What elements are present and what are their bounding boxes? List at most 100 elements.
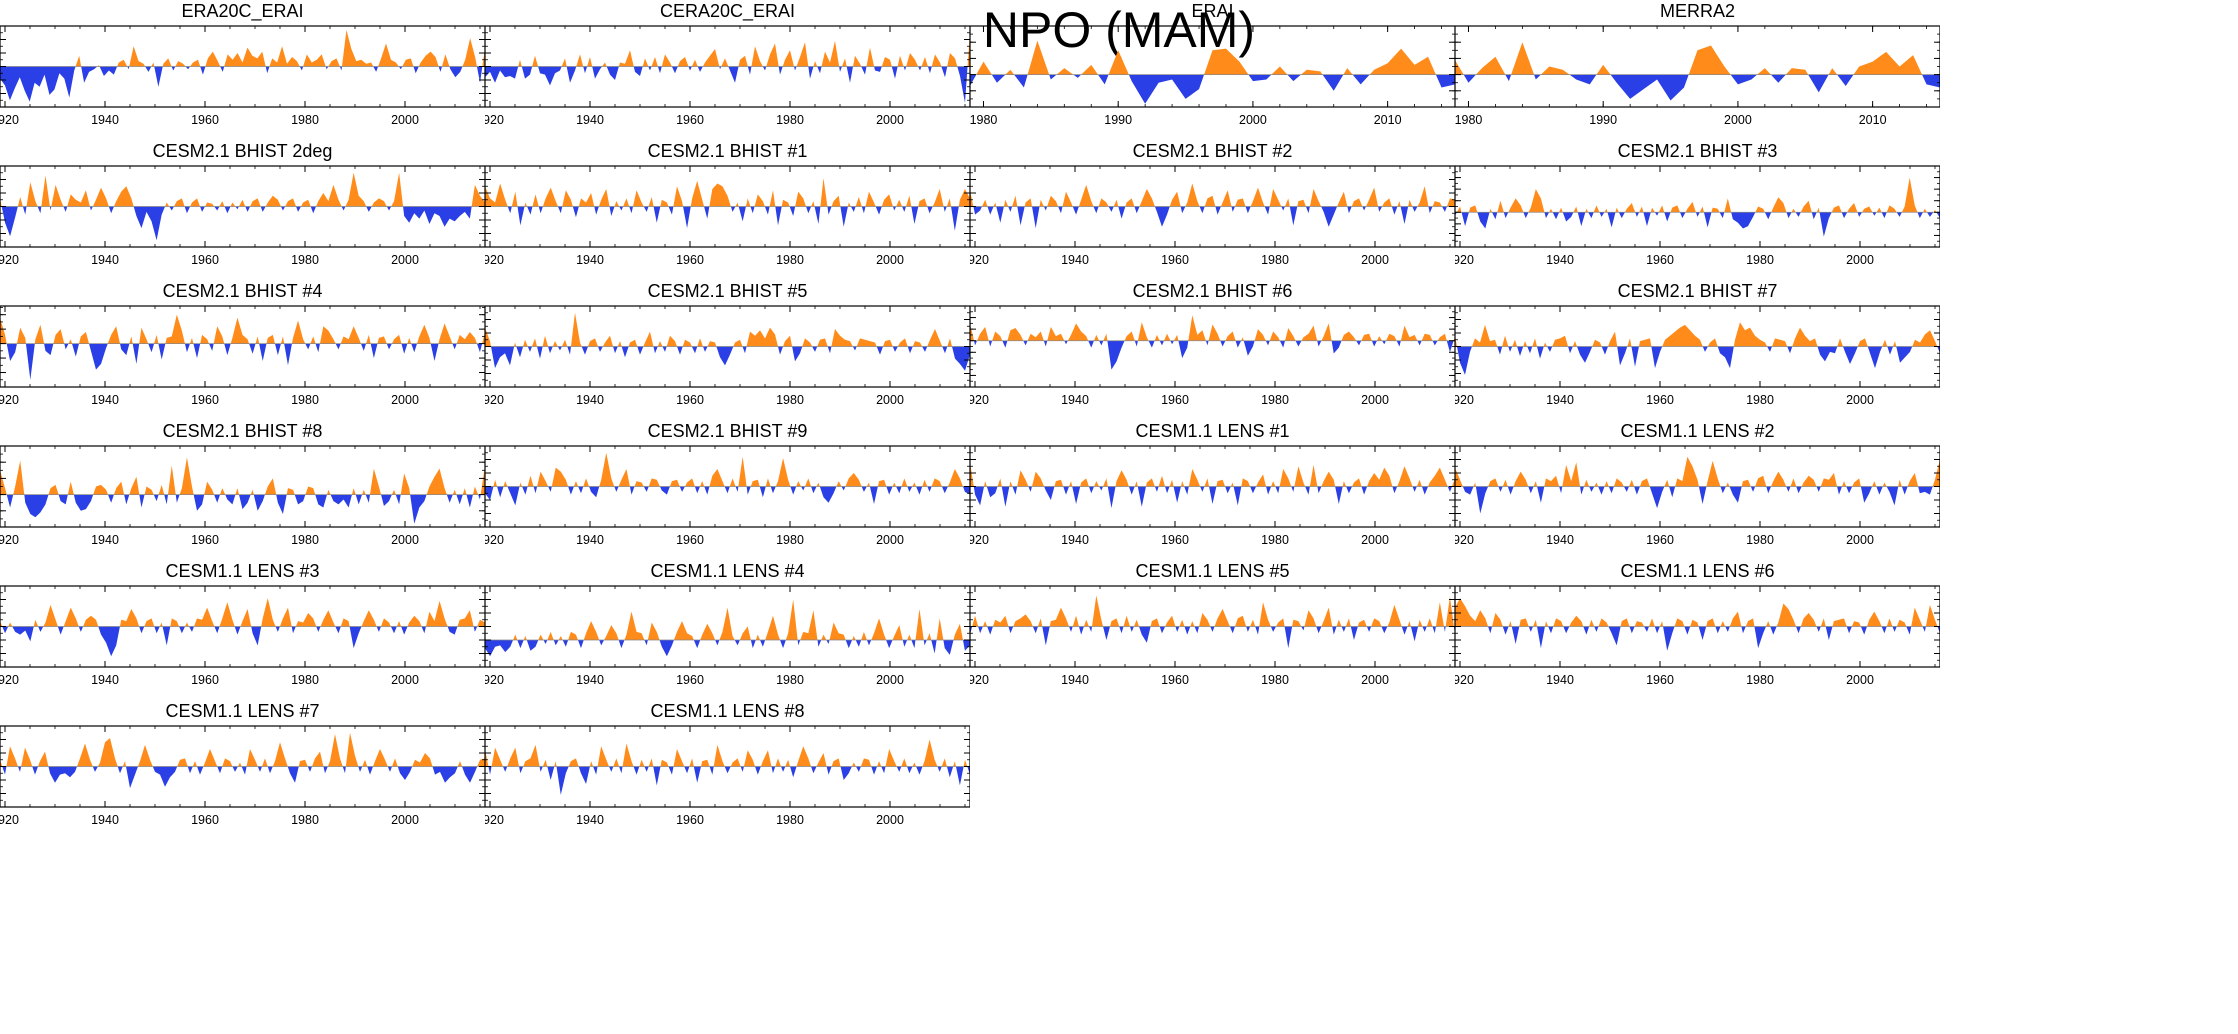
x-tick-label: 2000 (1846, 673, 1874, 687)
positive-area (1455, 322, 1940, 347)
x-tick-label: 1980 (1746, 533, 1774, 547)
positive-area (485, 739, 970, 767)
x-tick-label: 2010 (1374, 113, 1402, 127)
x-tick-label: 1980 (1746, 393, 1774, 407)
x-tick-label: 1960 (191, 673, 219, 687)
x-tick-label: 2000 (1846, 253, 1874, 267)
x-tick-label: 1960 (191, 533, 219, 547)
x-tick-label: 1960 (676, 253, 704, 267)
panel-chart: CESM2.1 BHIST #83.02.01.00.0-1.0-2.01920… (0, 421, 486, 547)
x-tick-label: 1980 (291, 673, 319, 687)
negative-area (1455, 346, 1940, 375)
panel-title: CESM1.1 LENS #6 (1620, 561, 1774, 581)
positive-area (976, 40, 1436, 75)
x-tick-label: 1980 (291, 813, 319, 827)
positive-area (970, 462, 1455, 487)
positive-area (1455, 456, 1940, 487)
x-tick-label: 2000 (391, 813, 419, 827)
panel-title: CESM1.1 LENS #4 (650, 561, 804, 581)
x-tick-label: 2000 (876, 533, 904, 547)
panel-chart: CESM1.1 LENS #33.02.01.00.0-1.0-2.0-3.01… (0, 561, 486, 687)
panel-title: CESM2.1 BHIST #3 (1618, 141, 1778, 161)
x-tick-label: 1960 (1161, 533, 1189, 547)
x-tick-label: 1940 (576, 113, 604, 127)
x-tick-label: 1940 (1546, 253, 1574, 267)
positive-area (0, 457, 485, 495)
panel-title: CESM1.1 LENS #5 (1135, 561, 1289, 581)
negative-area (970, 206, 1455, 229)
panel-chart: CESM2.1 BHIST #42.01.00.0-1.0-2.0-3.0192… (0, 281, 486, 407)
x-tick-label: 1990 (1589, 113, 1617, 127)
panel-chart: CESM2.1 BHIST #73.02.01.00.0-1.0-2.0-3.0… (1429, 281, 1941, 407)
panel-title: CESM1.1 LENS #2 (1620, 421, 1774, 441)
panel-chart: CESM1.1 LENS #44.03.02.01.00.0-1.0-2.019… (459, 561, 971, 687)
panel-title: CESM2.1 BHIST #9 (648, 421, 808, 441)
x-tick-label: 1980 (291, 253, 319, 267)
x-tick-label: 1980 (1455, 113, 1482, 127)
x-tick-label: 1960 (191, 813, 219, 827)
x-tick-label: 2000 (1724, 113, 1752, 127)
panel-title: CESM2.1 BHIST #1 (648, 141, 808, 161)
x-tick-label: 1940 (576, 253, 604, 267)
plot-frame (969, 305, 1456, 388)
x-tick-label: 2000 (1361, 253, 1389, 267)
negative-area (485, 640, 970, 657)
positive-area (0, 314, 485, 344)
positive-area (485, 31, 970, 67)
plot-frame (1454, 165, 1941, 248)
panel-chart: CESM2.1 BHIST 2deg3.02.01.00.0-1.0-2.0-3… (0, 141, 486, 267)
panel-title: CESM2.1 BHIST #6 (1133, 281, 1293, 301)
x-tick-label: 2000 (1846, 533, 1874, 547)
negative-area (0, 66, 485, 102)
negative-area (970, 486, 1455, 509)
x-tick-label: 1980 (776, 113, 804, 127)
panel-title: CESM2.1 BHIST 2deg (153, 141, 333, 161)
x-tick-label: 1940 (1546, 393, 1574, 407)
x-tick-label: 1960 (191, 393, 219, 407)
panel-title: CERA20C_ERAI (660, 1, 795, 22)
x-tick-label: 1940 (1546, 673, 1574, 687)
positive-area (1455, 177, 1940, 213)
x-tick-label: 1940 (1061, 533, 1089, 547)
panel-chart: CESM1.1 LENS #63.02.01.00.0-1.0-2.0-3.01… (1429, 561, 1941, 687)
x-tick-label: 1940 (576, 673, 604, 687)
x-tick-label: 2000 (391, 673, 419, 687)
x-tick-label: 1940 (1061, 673, 1089, 687)
panel-chart: MERRA23.02.01.00.0-1.0-2.019801990200020… (1429, 1, 1941, 127)
panel-chart: CESM2.1 BHIST #53.02.01.00.0-1.0-2.0-3.0… (459, 281, 971, 407)
panel-title: CESM2.1 BHIST #5 (648, 281, 808, 301)
panel-title: CESM2.1 BHIST #8 (163, 421, 323, 441)
x-tick-label: 1980 (291, 113, 319, 127)
x-tick-label: 2000 (391, 533, 419, 547)
x-tick-label: 1940 (91, 393, 119, 407)
x-tick-label: 1980 (291, 393, 319, 407)
x-tick-label: 1940 (1061, 253, 1089, 267)
negative-area (6, 343, 483, 380)
x-tick-label: 1980 (776, 253, 804, 267)
negative-area (0, 626, 485, 657)
x-tick-label: 1980 (1746, 673, 1774, 687)
negative-area (1455, 212, 1940, 237)
x-tick-label: 1990 (1104, 113, 1132, 127)
positive-area (0, 172, 485, 207)
positive-area (970, 183, 1455, 207)
positive-area (485, 312, 970, 347)
panel-title: CESM2.1 BHIST #7 (1618, 281, 1778, 301)
panel-chart: CESM2.1 BHIST #13.02.01.00.0-1.0-2.0-3.0… (459, 141, 971, 267)
x-tick-label: 1960 (676, 393, 704, 407)
panel-chart: CESM1.1 LENS #23.02.01.00.0-1.0-2.0-3.01… (1429, 421, 1941, 547)
panel-chart: CESM2.1 BHIST #23.02.01.00.0-1.0-2.0-3.0… (944, 141, 1456, 267)
positive-area (485, 599, 970, 640)
